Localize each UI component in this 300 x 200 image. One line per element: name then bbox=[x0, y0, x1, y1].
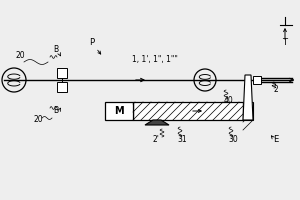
Polygon shape bbox=[243, 75, 253, 120]
Text: 1, 1', 1", 1"": 1, 1', 1", 1"" bbox=[132, 55, 178, 64]
Text: T: T bbox=[283, 38, 287, 47]
Text: P: P bbox=[89, 38, 94, 47]
Bar bbox=[57, 82, 67, 92]
Text: 30: 30 bbox=[228, 135, 238, 144]
Bar bbox=[57, 68, 67, 78]
Text: 2: 2 bbox=[274, 85, 278, 94]
Text: 2': 2' bbox=[153, 135, 159, 144]
Bar bbox=[133, 102, 243, 120]
Text: M: M bbox=[114, 106, 124, 116]
Text: B: B bbox=[53, 45, 58, 54]
Polygon shape bbox=[145, 120, 169, 125]
Polygon shape bbox=[243, 102, 253, 120]
Bar bbox=[253, 76, 261, 84]
Text: 40: 40 bbox=[223, 96, 233, 105]
Bar bbox=[105, 102, 133, 120]
Text: E: E bbox=[273, 135, 279, 144]
Text: 20: 20 bbox=[33, 115, 43, 124]
Text: 20: 20 bbox=[15, 51, 25, 60]
Text: 31: 31 bbox=[177, 135, 187, 144]
Text: B: B bbox=[53, 106, 58, 115]
